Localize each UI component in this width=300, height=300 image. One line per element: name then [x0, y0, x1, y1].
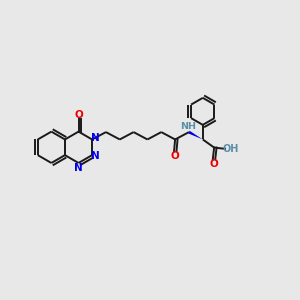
Polygon shape: [188, 131, 203, 140]
Text: O: O: [209, 159, 218, 169]
Text: O: O: [74, 110, 83, 120]
Text: O: O: [171, 151, 179, 161]
Text: OH: OH: [223, 145, 239, 154]
Text: N: N: [91, 133, 100, 143]
Text: NH: NH: [180, 122, 196, 131]
Text: N: N: [74, 163, 82, 173]
Text: N: N: [91, 152, 100, 161]
